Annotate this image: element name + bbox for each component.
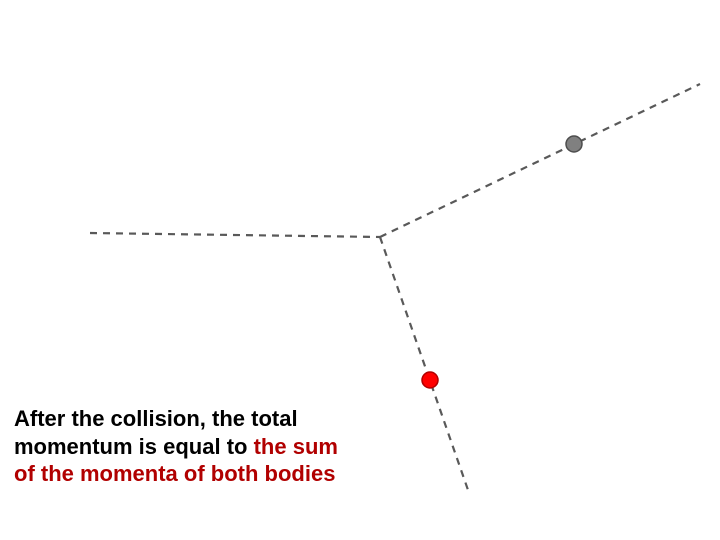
trajectory-upper (380, 84, 700, 237)
caption-text: After the collision, the total momentum … (14, 405, 338, 488)
trajectory-incoming (90, 233, 380, 237)
diagram-canvas: After the collision, the total momentum … (0, 0, 720, 540)
trajectory-lower (380, 237, 468, 490)
body-red (422, 372, 438, 388)
body-grey (566, 136, 582, 152)
